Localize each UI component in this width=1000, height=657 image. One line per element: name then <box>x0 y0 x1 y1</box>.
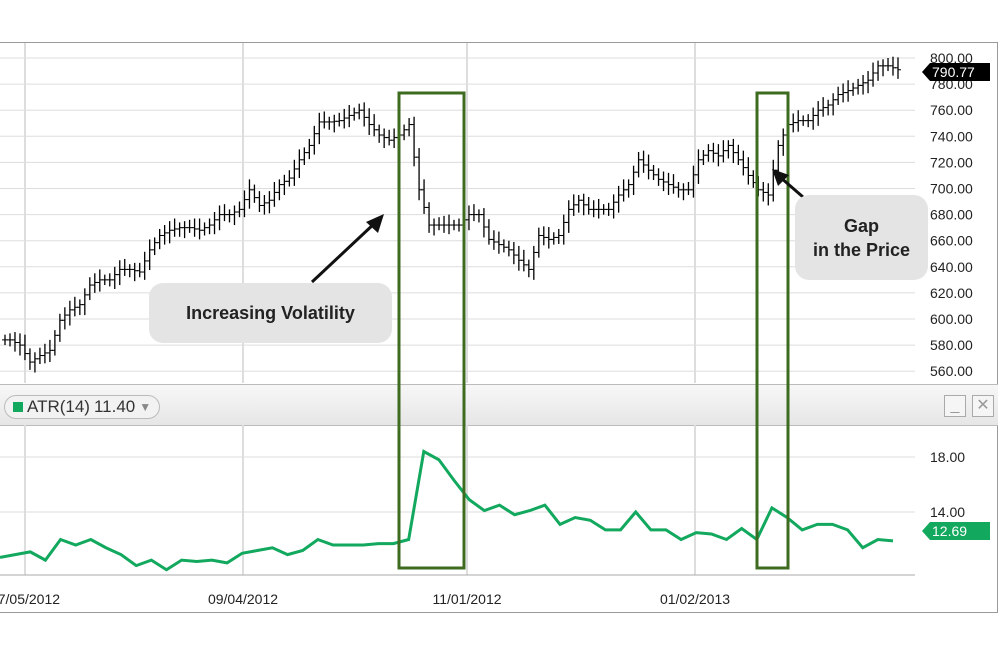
atr-line <box>0 449 894 572</box>
close-icon[interactable]: ✕ <box>972 395 994 417</box>
price-tick-label: 600.00 <box>930 311 973 327</box>
x-tick-label: 09/04/2012 <box>208 591 278 607</box>
volatility-highlight-box <box>397 91 466 570</box>
price-tick-label: 740.00 <box>930 128 973 144</box>
last-atr-value: 12.69 <box>932 523 967 539</box>
x-tick-label: 11/01/2012 <box>432 591 501 607</box>
price-tick-label: 760.00 <box>930 102 973 118</box>
atr-tick-label: 14.00 <box>930 504 965 520</box>
price-tick-label: 800.00 <box>930 50 973 66</box>
price-tick-label: 560.00 <box>930 363 973 379</box>
x-tick-label: 07/05/2012 <box>0 591 60 607</box>
price-tick-label: 620.00 <box>930 285 973 301</box>
chevron-down-icon[interactable]: ▼ <box>139 400 152 414</box>
atr-color-swatch <box>13 402 23 412</box>
arrow-head-icon <box>366 214 384 233</box>
callout-text: Gap <box>843 215 879 236</box>
callout-text: Increasing Volatility <box>186 303 355 323</box>
callout-text: in the Price <box>812 239 911 260</box>
arrow-volatility <box>310 220 378 284</box>
x-tick-label: 01/02/2013 <box>660 591 730 607</box>
atr-tick-label: 18.00 <box>930 449 965 465</box>
callout-increasing-volatility: Increasing Volatility <box>149 283 392 343</box>
gap-highlight-box <box>755 91 790 570</box>
atr-panel-header: ATR(14) 11.40 ▼ _ ✕ <box>0 384 998 426</box>
callout-gap: Gap in the Price <box>795 195 928 280</box>
atr-title: ATR(14) <box>27 397 90 416</box>
price-tick-label: 680.00 <box>930 207 973 223</box>
chart-frame <box>0 42 998 613</box>
arrow-head-icon <box>772 169 789 186</box>
atr-indicator-pill[interactable]: ATR(14) 11.40 ▼ <box>4 395 161 419</box>
price-tick-label: 700.00 <box>930 181 973 197</box>
price-tick-label: 580.00 <box>930 337 973 353</box>
price-tick-label: 720.00 <box>930 154 973 170</box>
price-tick-label: 640.00 <box>930 259 973 275</box>
last-price-tag <box>922 63 990 81</box>
minimize-icon[interactable]: _ <box>944 395 966 417</box>
arrow-gap <box>779 175 804 199</box>
price-tick-label: 660.00 <box>930 233 973 249</box>
atr-value: 11.40 <box>93 397 136 416</box>
last-atr-tag <box>922 522 990 540</box>
last-price-value: 790.77 <box>932 64 975 80</box>
